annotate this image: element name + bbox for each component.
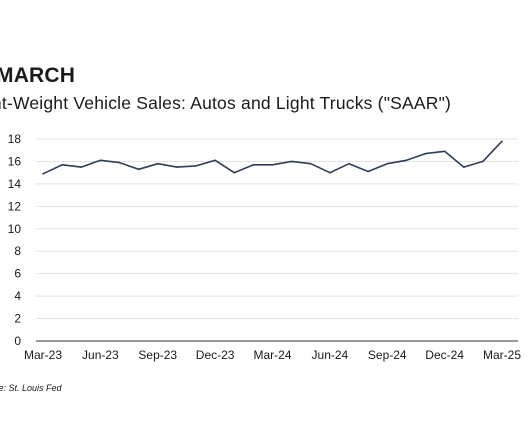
data-point: [501, 140, 503, 143]
x-tick-label: Mar-24: [253, 348, 291, 362]
data-point: [386, 162, 389, 165]
y-tick-labels: 0 2 4 6 8 10 12 14 16 18: [8, 132, 22, 348]
data-point: [329, 171, 331, 174]
data-point: [252, 164, 255, 166]
series-line: [42, 140, 503, 175]
chart-subtitle: ght-Weight Vehicle Sales: Autos and Ligh…: [0, 93, 452, 113]
series: [42, 140, 503, 175]
data-point: [290, 160, 293, 163]
y-tick-label: 14: [8, 177, 22, 191]
data-point: [99, 159, 102, 162]
x-tick-label: Mar-23: [24, 348, 62, 362]
gridlines: [36, 138, 518, 320]
y-tick-label: 16: [8, 154, 22, 168]
data-point: [61, 164, 63, 166]
x-tick-label: Dec-23: [196, 348, 235, 362]
data-point: [80, 166, 83, 168]
source-note: urce: St. Louis Fed: [0, 383, 62, 393]
y-tick-label: 2: [14, 312, 21, 326]
y-tick-label: 6: [14, 267, 21, 281]
y-tick-label: 0: [14, 334, 21, 348]
data-point: [367, 170, 369, 173]
x-tick-label: Jun-23: [82, 348, 119, 362]
x-tick-label: Dec-24: [425, 348, 464, 362]
data-point: [462, 166, 465, 168]
data-point: [233, 171, 236, 174]
data-point: [348, 162, 350, 165]
x-tick-labels: Mar-23 Jun-23 Sep-23 Dec-23 Mar-24 Jun-24 Sep-…: [24, 348, 521, 362]
x-tick-label: Jun-24: [312, 348, 349, 362]
y-tick-label: 12: [8, 199, 22, 213]
data-point: [195, 165, 197, 167]
x-tick-label: Mar-25: [483, 348, 521, 362]
y-tick-label: 18: [8, 132, 22, 146]
y-tick-label: 10: [8, 222, 22, 236]
data-point: [137, 168, 140, 171]
data-point: [118, 161, 121, 164]
chart-title: MARCH: [0, 64, 76, 87]
x-tick-label: Sep-24: [368, 348, 407, 362]
data-point: [309, 162, 312, 165]
data-point: [424, 152, 427, 155]
data-point: [176, 166, 178, 168]
data-point: [443, 150, 446, 153]
data-point: [405, 159, 408, 162]
data-point: [482, 160, 484, 163]
y-tick-label: 8: [14, 244, 21, 258]
data-point: [271, 164, 274, 166]
y-tick-label: 4: [14, 289, 21, 303]
data-point: [214, 159, 216, 162]
data-point: [42, 172, 44, 175]
x-tick-label: Sep-23: [138, 348, 177, 362]
data-point: [156, 162, 159, 165]
